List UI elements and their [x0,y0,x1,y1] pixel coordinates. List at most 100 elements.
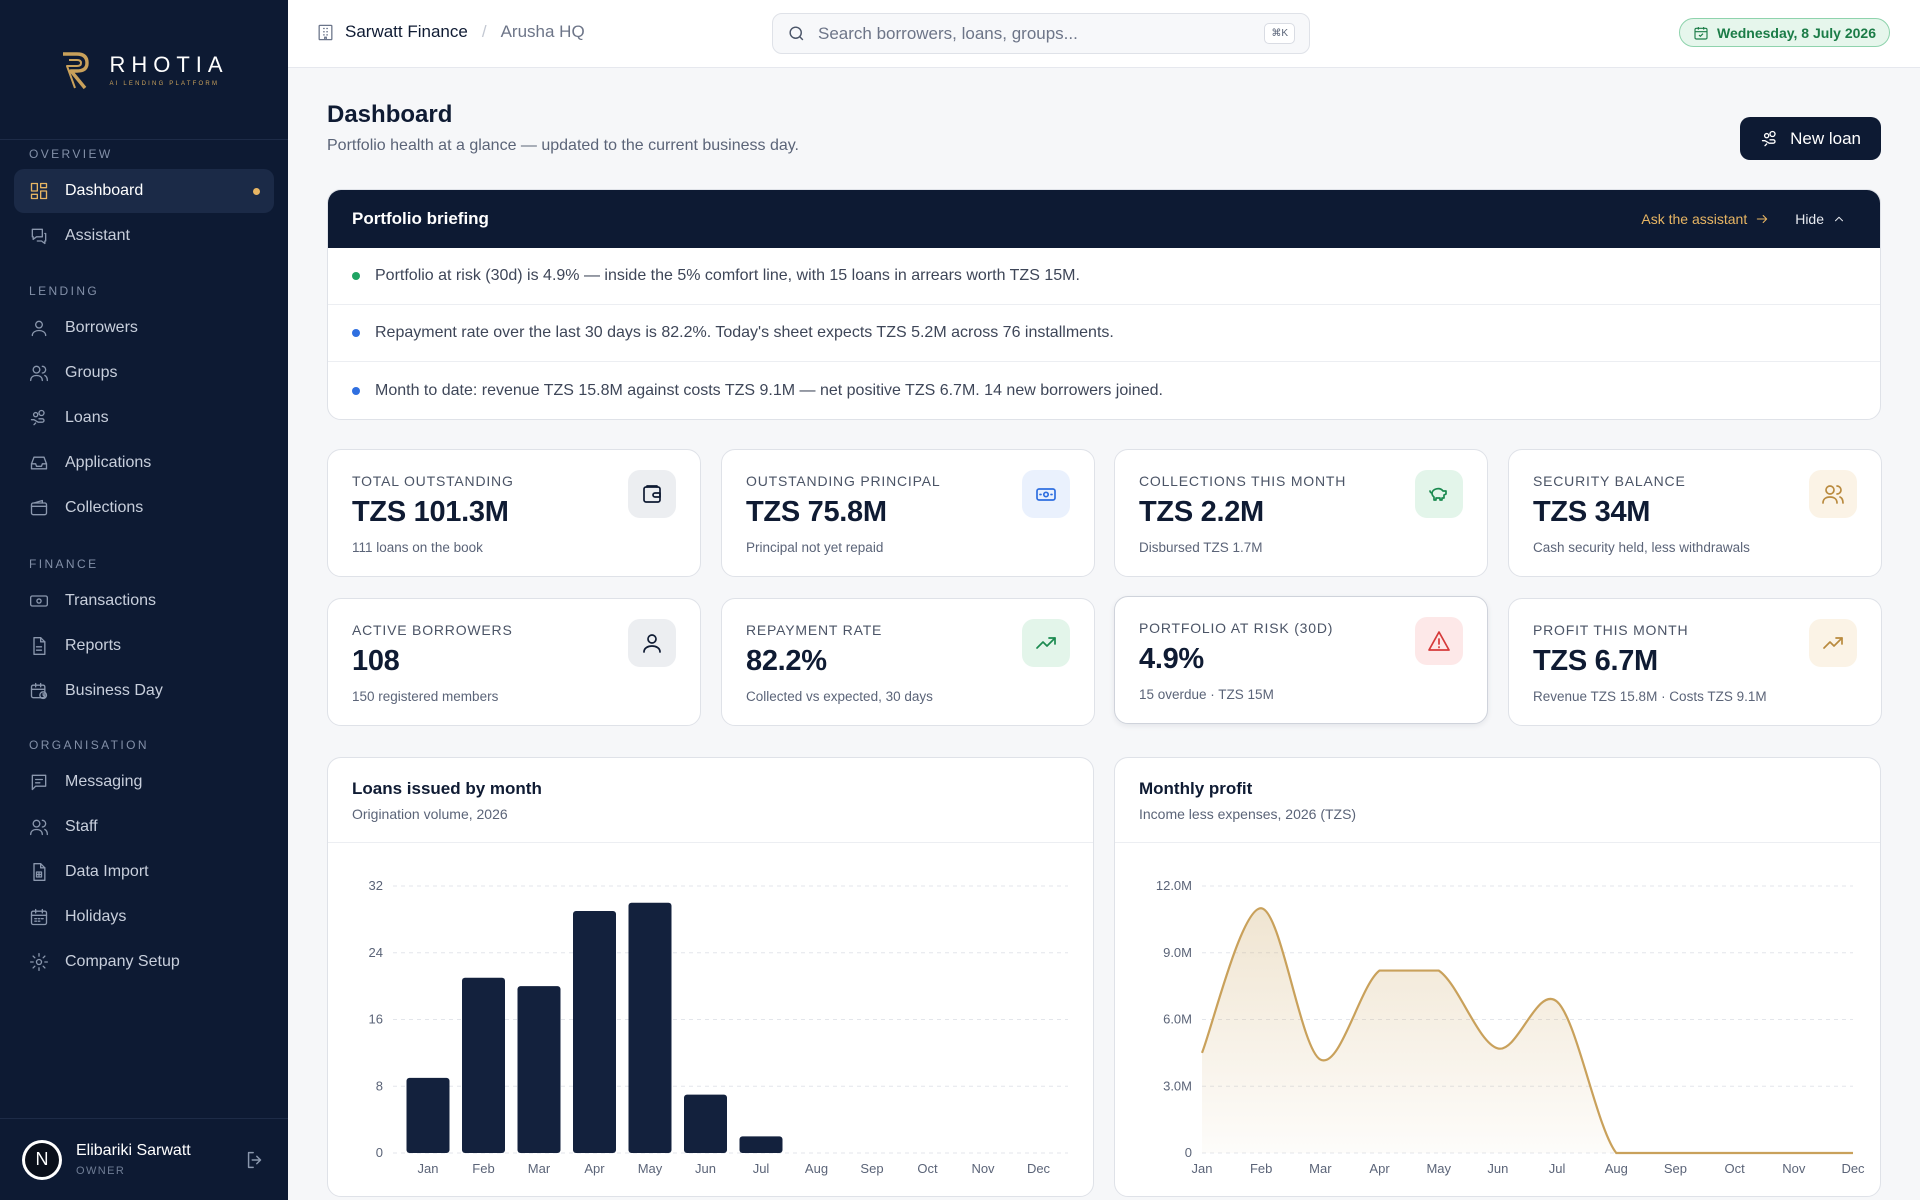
sidebar-item-business-day[interactable]: Business Day [14,669,274,713]
y-tick-label: 12.0M [1156,878,1192,893]
sidebar-item-label: Groups [65,364,118,381]
x-tick-label: Apr [1369,1161,1390,1176]
rhotia-logo-icon [63,51,90,89]
wallet-icon [628,470,676,518]
sidebar-item-label: Staff [65,818,98,835]
active-indicator-dot [253,187,260,195]
sidebar-item-data-import[interactable]: Data Import [14,850,274,894]
x-tick-label: Sep [1664,1161,1687,1176]
briefing-text: Repayment rate over the last 30 days is … [375,324,1114,341]
bar-apr [573,911,616,1153]
sidebar-item-label: Applications [65,454,152,471]
hide-briefing-button[interactable]: Hide [1795,211,1846,227]
chart-subtitle: Income less expenses, 2026 (TZS) [1139,806,1357,822]
x-tick-label: May [1426,1161,1451,1176]
briefing-item: Month to date: revenue TZS 15.8M against… [328,362,1880,419]
stat-card-active-borrowers[interactable]: ACTIVE BORROWERS 108 150 registered member… [327,598,701,726]
status-dot [352,272,360,280]
stat-card-portfolio-at-risk-30d[interactable]: PORTFOLIO AT RISK (30D) 4.9% 15 overdue · … [1114,596,1488,724]
stat-card-total-outstanding[interactable]: TOTAL OUTSTANDING TZS 101.3M 111 loans on … [327,449,701,577]
message-icon [29,772,49,792]
x-tick-label: Sep [860,1161,883,1176]
x-tick-label: Aug [1605,1161,1628,1176]
branch-name[interactable]: Arusha HQ [500,22,585,41]
banknote-icon [29,591,49,611]
sidebar-item-collections[interactable]: Collections [14,486,274,530]
stat-value: TZS 6.7M [1533,645,1658,677]
sidebar-item-borrowers[interactable]: Borrowers [14,306,274,350]
status-dot [352,329,360,337]
x-tick-label: Apr [584,1161,605,1176]
logout-icon[interactable] [244,1149,266,1171]
stat-card-outstanding-principal[interactable]: OUTSTANDING PRINCIPAL TZS 75.8M Principal … [721,449,1095,577]
page-subtitle: Portfolio health at a glance — updated t… [327,137,799,154]
sidebar-item-label: Transactions [65,592,156,609]
ask-assistant-link[interactable]: Ask the assistant [1641,211,1769,227]
stat-note: 111 loans on the book [352,540,483,555]
chevron-up-icon [1834,216,1844,222]
x-tick-label: Jul [753,1161,770,1176]
stat-label: TOTAL OUTSTANDING [352,473,514,489]
user-profile[interactable]: N Elibariki Sarwatt OWNER [0,1118,288,1200]
sidebar-item-assistant[interactable]: Assistant [14,214,274,258]
profit-area-fill [1202,908,1853,1153]
stat-card-security-balance[interactable]: SECURITY BALANCE TZS 34M Cash security hel… [1508,449,1882,577]
stat-card-collections-this-month[interactable]: COLLECTIONS THIS MONTH TZS 2.2M Disbursed … [1114,449,1488,577]
stat-card-repayment-rate[interactable]: REPAYMENT RATE 82.2% Collected vs expected… [721,598,1095,726]
hand-coins-icon [1761,130,1776,146]
building-icon [318,24,333,40]
org-name[interactable]: Sarwatt Finance [345,22,468,41]
x-tick-label: Mar [528,1161,551,1176]
breadcrumb-separator: / [481,22,487,41]
chart-subtitle: Origination volume, 2026 [352,806,508,822]
sidebar-item-label: Dashboard [65,182,144,199]
users-icon [29,363,49,383]
users-icon [1809,470,1857,518]
x-tick-label: Oct [917,1161,938,1176]
search-box[interactable]: ⌘K [772,13,1310,54]
sidebar-item-label: Business Day [65,682,163,699]
business-date-badge[interactable]: Wednesday, 8 July 2026 [1678,18,1890,47]
briefing-item: Portfolio at risk (30d) is 4.9% — inside… [328,248,1880,305]
search-icon [789,26,804,41]
business-date: Wednesday, 8 July 2026 [1716,24,1876,41]
stat-note: Collected vs expected, 30 days [746,689,933,704]
briefing-text: Portfolio at risk (30d) is 4.9% — inside… [375,267,1080,284]
sidebar-item-reports[interactable]: Reports [14,624,274,668]
stat-note: Revenue TZS 15.8M · Costs TZS 9.1M [1533,689,1767,704]
sidebar-item-loans[interactable]: Loans [14,396,274,440]
y-tick-label: 3.0M [1163,1078,1192,1093]
sidebar-item-staff[interactable]: Staff [14,805,274,849]
bar-mar [517,986,561,1153]
stat-value: 108 [352,645,400,677]
stat-note: 15 overdue · TZS 15M [1139,687,1274,702]
nav-section-finance: FINANCE Transactions Reports Business Da… [0,557,288,714]
stat-value: TZS 2.2M [1139,496,1264,528]
chart-title: Loans issued by month [352,779,542,798]
sidebar-item-dashboard[interactable]: Dashboard [14,169,274,213]
sidebar-item-transactions[interactable]: Transactions [14,579,274,623]
sidebar-item-groups[interactable]: Groups [14,351,274,395]
new-loan-button[interactable]: New loan [1740,117,1881,160]
trending-up-icon [1022,619,1070,667]
wallet-icon [29,498,49,518]
stat-label: REPAYMENT RATE [746,622,883,638]
y-tick-label: 9.0M [1163,945,1192,960]
page-title: Dashboard [327,101,453,128]
brand[interactable]: RHOTIA AI LENDING PLATFORM [0,0,288,140]
x-tick-label: Aug [805,1161,828,1176]
search-input[interactable] [818,23,1253,44]
loans-issued-bar-chart: 0 8 16 24 32 Jan Feb Mar Apr May Jun Jul Aug Sep Oct No… [369,878,1068,1176]
sidebar-item-applications[interactable]: Applications [14,441,274,485]
sidebar-item-company-setup[interactable]: Company Setup [14,940,274,984]
sidebar-item-messaging[interactable]: Messaging [14,760,274,804]
x-tick-label: Jul [1549,1161,1566,1176]
new-loan-label: New loan [1790,128,1861,148]
stat-card-profit-this-month[interactable]: PROFIT THIS MONTH TZS 6.7M Revenue TZS 15.… [1508,598,1882,726]
inbox-icon [29,453,49,473]
hand-coins-icon [29,408,49,428]
banknote-icon [1022,470,1070,518]
sidebar-item-holidays[interactable]: Holidays [14,895,274,939]
search-shortcut: ⌘K [1264,23,1295,44]
user-name: Elibariki Sarwatt [76,1142,191,1159]
